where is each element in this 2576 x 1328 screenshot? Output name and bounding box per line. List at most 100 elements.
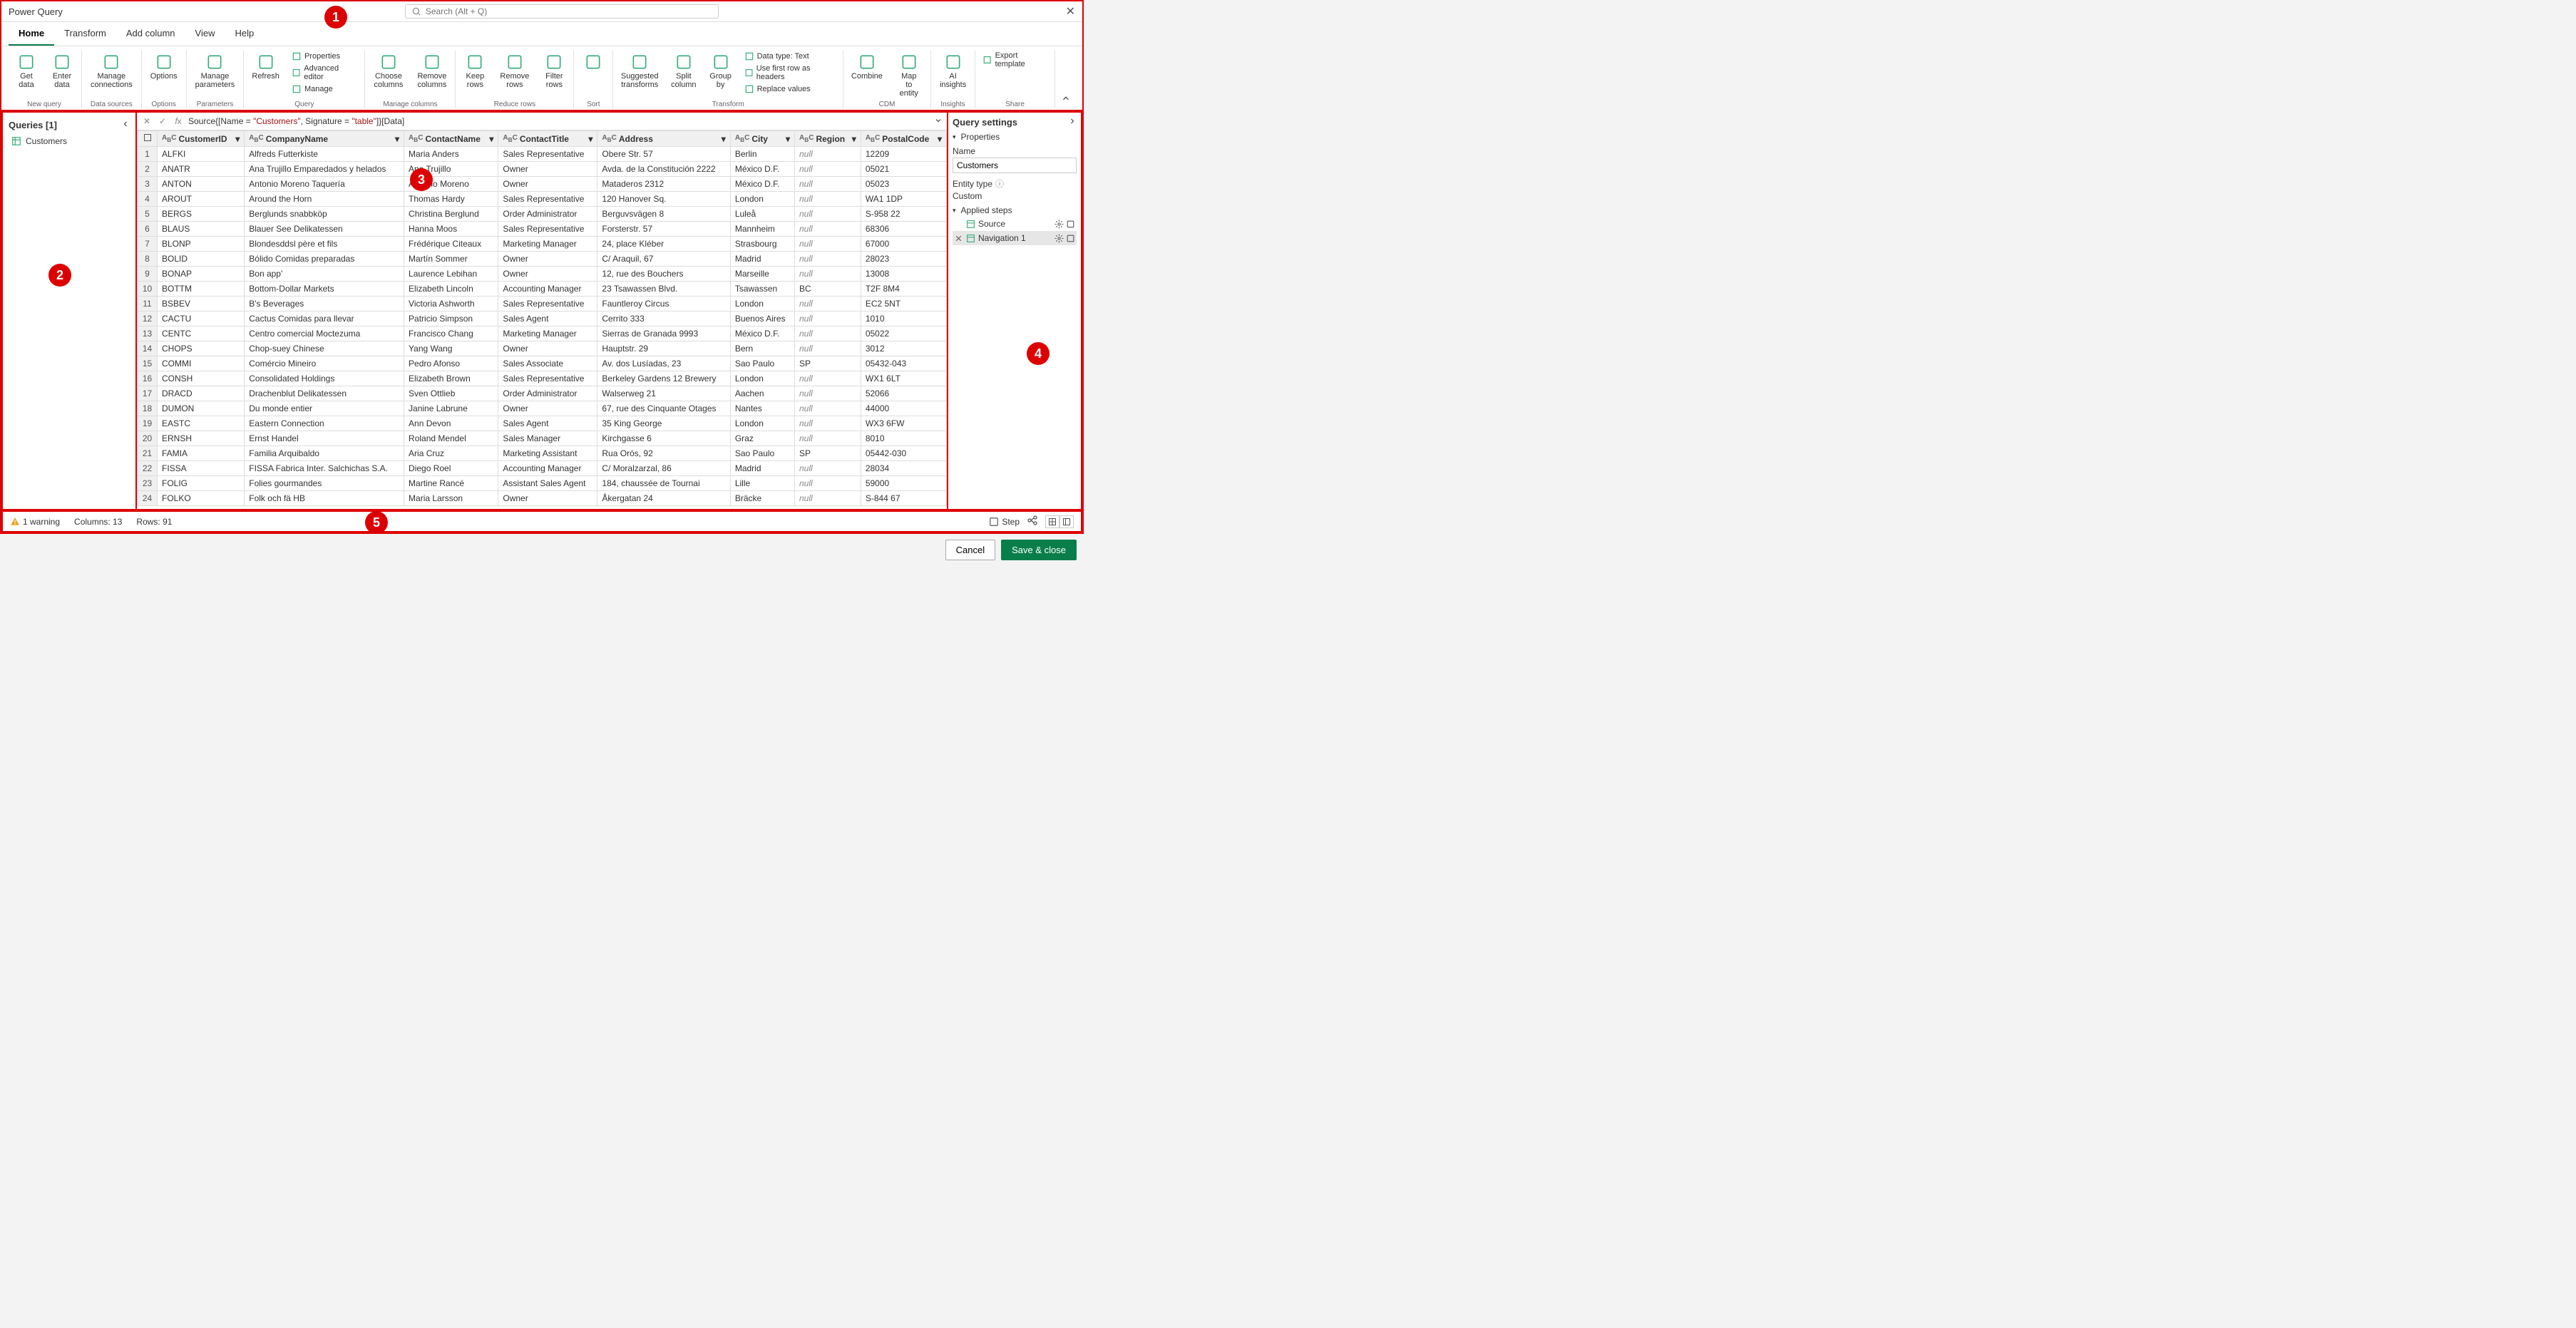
ribbon-button-ai-insights[interactable]: AIinsights <box>935 51 970 91</box>
cell-null[interactable]: null <box>794 431 861 446</box>
cell[interactable]: Forsterstr. 57 <box>597 222 730 237</box>
cell[interactable]: FISSA <box>158 461 245 476</box>
table-row[interactable]: 24FOLKOFolk och fä HBMaria LarssonOwnerÅ… <box>138 491 947 506</box>
cell[interactable]: ERNSH <box>158 431 245 446</box>
cell[interactable]: BC <box>794 282 861 297</box>
cell-null[interactable]: null <box>794 341 861 356</box>
ribbon-inline-advanced-editor[interactable]: Advanced editor <box>289 63 360 82</box>
cell[interactable]: BLONP <box>158 237 245 252</box>
status-step-button[interactable]: Step <box>989 517 1020 527</box>
row-number[interactable]: 16 <box>138 371 158 386</box>
row-number[interactable]: 6 <box>138 222 158 237</box>
cell[interactable]: FOLKO <box>158 491 245 506</box>
cell[interactable]: 67000 <box>861 237 946 252</box>
cell[interactable]: Owner <box>498 341 597 356</box>
cell[interactable]: 13008 <box>861 267 946 282</box>
ribbon-button-refresh[interactable]: Refresh <box>248 51 283 82</box>
cell[interactable]: Owner <box>498 267 597 282</box>
ribbon-inline-use-first-row-as-headers[interactable]: Use first row as headers <box>742 63 839 82</box>
cell[interactable]: Bottom-Dollar Markets <box>245 282 404 297</box>
cell[interactable]: 05442-030 <box>861 446 946 461</box>
ribbon-tab-view[interactable]: View <box>185 22 225 46</box>
table-row[interactable]: 5BERGSBerglunds snabbköpChristina Berglu… <box>138 207 947 222</box>
row-number[interactable]: 12 <box>138 312 158 326</box>
cell[interactable]: Lille <box>730 476 794 491</box>
row-number[interactable]: 17 <box>138 386 158 401</box>
cell[interactable]: Sales Representative <box>498 192 597 207</box>
ribbon-button-options[interactable]: Options <box>146 51 182 82</box>
cell[interactable]: Owner <box>498 401 597 416</box>
cell[interactable]: Frédérique Citeaux <box>404 237 498 252</box>
applied-step-source[interactable]: Source <box>953 217 1077 231</box>
cell[interactable]: Sales Manager <box>498 431 597 446</box>
diagram-view-icon[interactable] <box>1027 515 1038 528</box>
cell[interactable]: 1010 <box>861 312 946 326</box>
row-number[interactable]: 3 <box>138 177 158 192</box>
ribbon-button-get-data[interactable]: Getdata <box>11 51 41 91</box>
cell[interactable]: C/ Araquil, 67 <box>597 252 730 267</box>
table-row[interactable]: 3ANTONAntonio Moreno TaqueríaAntonio Mor… <box>138 177 947 192</box>
query-name-input[interactable] <box>953 158 1077 173</box>
chevron-left-icon[interactable] <box>121 120 130 130</box>
cell[interactable]: Madrid <box>730 252 794 267</box>
cell[interactable]: Blauer See Delikatessen <box>245 222 404 237</box>
cell[interactable]: Martine Rancé <box>404 476 498 491</box>
row-number[interactable]: 15 <box>138 356 158 371</box>
cell[interactable]: Francisco Chang <box>404 326 498 341</box>
cell[interactable]: Avda. de la Constitución 2222 <box>597 162 730 177</box>
cell[interactable]: Marketing Manager <box>498 326 597 341</box>
cell[interactable]: Owner <box>498 491 597 506</box>
cell-null[interactable]: null <box>794 147 861 162</box>
cell[interactable]: WX3 6FW <box>861 416 946 431</box>
filter-icon[interactable]: ▾ <box>852 134 856 144</box>
column-header-postalcode[interactable]: ABCPostalCode▾ <box>861 131 946 147</box>
cell[interactable]: 05021 <box>861 162 946 177</box>
column-header-customerid[interactable]: ABCCustomerID▾ <box>158 131 245 147</box>
cell[interactable]: Hanna Moos <box>404 222 498 237</box>
formula-text[interactable]: Source{[Name = "Customers", Signature = … <box>188 116 930 126</box>
column-header-companyname[interactable]: ABCCompanyName▾ <box>245 131 404 147</box>
row-number[interactable]: 2 <box>138 162 158 177</box>
cell[interactable]: EC2 5NT <box>861 297 946 312</box>
step-link-icon[interactable] <box>1066 234 1075 243</box>
ribbon-button-sort[interactable] <box>578 51 608 73</box>
table-row[interactable]: 2ANATRAna Trujillo Emparedados y helados… <box>138 162 947 177</box>
cell[interactable]: Diego Roel <box>404 461 498 476</box>
cell[interactable]: 24, place Kléber <box>597 237 730 252</box>
cell[interactable]: BOTTM <box>158 282 245 297</box>
cell[interactable]: Marketing Manager <box>498 237 597 252</box>
cell[interactable]: CONSH <box>158 371 245 386</box>
step-link-icon[interactable] <box>1066 220 1075 229</box>
chevron-right-icon[interactable] <box>1068 117 1077 128</box>
cell[interactable]: México D.F. <box>730 177 794 192</box>
cell[interactable]: London <box>730 192 794 207</box>
grid-view-icon[interactable] <box>1045 515 1059 528</box>
row-number[interactable]: 10 <box>138 282 158 297</box>
cell-null[interactable]: null <box>794 386 861 401</box>
cell[interactable]: 67, rue des Cinquante Otages <box>597 401 730 416</box>
cell[interactable]: Åkergatan 24 <box>597 491 730 506</box>
cell[interactable]: Ernst Handel <box>245 431 404 446</box>
cell[interactable]: Bólido Comidas preparadas <box>245 252 404 267</box>
cell[interactable]: 05023 <box>861 177 946 192</box>
cell[interactable]: BONAP <box>158 267 245 282</box>
cell[interactable]: London <box>730 297 794 312</box>
cell[interactable]: FAMIA <box>158 446 245 461</box>
cell[interactable]: Sao Paulo <box>730 446 794 461</box>
fx-icon[interactable]: fx <box>173 115 184 127</box>
row-number[interactable]: 13 <box>138 326 158 341</box>
cell[interactable]: Hauptstr. 29 <box>597 341 730 356</box>
cell[interactable]: Thomas Hardy <box>404 192 498 207</box>
cell[interactable]: Sierras de Granada 9993 <box>597 326 730 341</box>
cell[interactable]: London <box>730 371 794 386</box>
ribbon-button-keep-rows[interactable]: Keeprows <box>460 51 490 91</box>
cell[interactable]: Av. dos Lusíadas, 23 <box>597 356 730 371</box>
table-row[interactable]: 22FISSAFISSA Fabrica Inter. Salchichas S… <box>138 461 947 476</box>
cell[interactable]: C/ Moralzarzal, 86 <box>597 461 730 476</box>
data-grid[interactable]: ABCCustomerID▾ABCCompanyName▾ABCContactN… <box>137 130 947 509</box>
ribbon-button-enter-data[interactable]: Enterdata <box>47 51 77 91</box>
cell[interactable]: Pedro Afonso <box>404 356 498 371</box>
cell-null[interactable]: null <box>794 461 861 476</box>
cell-null[interactable]: null <box>794 491 861 506</box>
cell[interactable]: ALFKI <box>158 147 245 162</box>
